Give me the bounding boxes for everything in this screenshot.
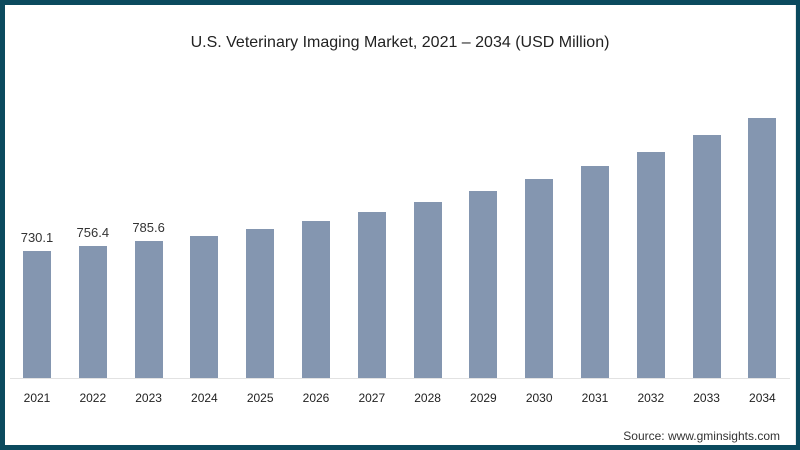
x-tick-label: 2025	[246, 391, 274, 405]
x-axis-line	[10, 378, 790, 379]
bar-2033	[692, 134, 721, 378]
data-label: 756.4	[76, 225, 110, 241]
x-tick-label: 2021	[23, 391, 51, 405]
bar-2022	[78, 246, 107, 378]
chart-title: U.S. Veterinary Imaging Market, 2021 – 2…	[190, 34, 610, 51]
x-tick-label: 2022	[79, 391, 107, 405]
bar-2029	[469, 191, 498, 378]
x-tick-label: 2027	[358, 391, 386, 405]
bar-2027	[357, 211, 386, 378]
x-tick-label: 2026	[302, 391, 330, 405]
x-tick-label: 2034	[749, 391, 776, 405]
bar-2025	[246, 228, 275, 378]
x-tick-label: 2033	[693, 391, 720, 405]
bar-2030	[525, 178, 554, 378]
bar-2034	[748, 117, 777, 378]
source-note: Source: www.gminsights.com	[623, 429, 780, 443]
bar-2021	[23, 251, 51, 378]
x-tick-label: 2031	[581, 391, 609, 405]
bar-2031	[581, 165, 609, 378]
bar-2023	[134, 241, 163, 378]
bar-2032	[636, 151, 665, 378]
x-tick-label: 2032	[637, 391, 665, 405]
bar-2026	[302, 220, 330, 378]
data-label: 730.1	[20, 230, 54, 245]
bar-2028	[413, 201, 442, 378]
bar-2024	[190, 235, 219, 378]
x-tick-label: 2030	[525, 391, 553, 405]
x-tick-label: 2029	[470, 391, 497, 405]
data-label: 785.6	[132, 220, 165, 236]
x-tick-label: 2023	[135, 391, 162, 405]
x-tick-label: 2024	[191, 391, 218, 405]
x-tick-label: 2028	[414, 391, 441, 405]
